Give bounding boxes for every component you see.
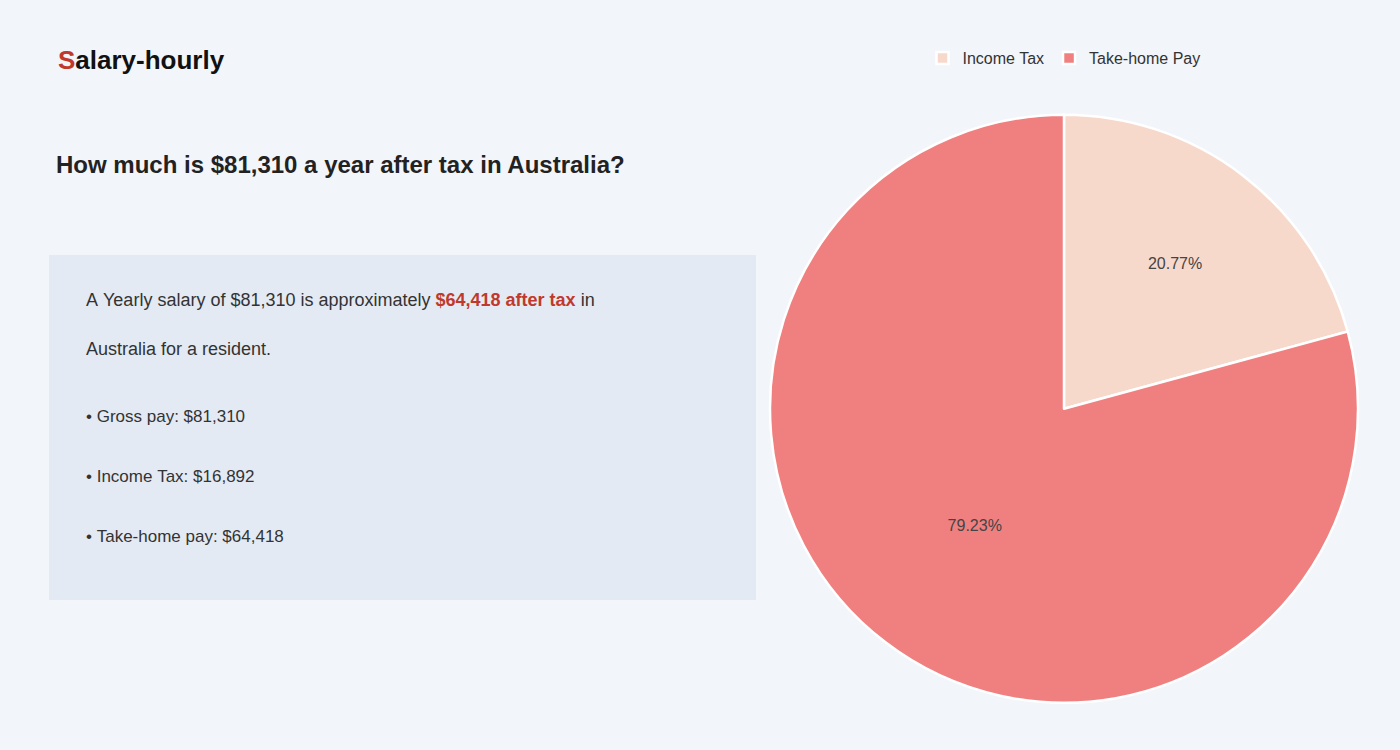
svg-text:Take-home Pay: Take-home Pay: [1089, 50, 1200, 67]
svg-text:Australia for a resident.: Australia for a resident.: [86, 339, 271, 359]
svg-text:• Income Tax: $16,892: • Income Tax: $16,892: [86, 467, 255, 486]
svg-text:20.77%: 20.77%: [1148, 255, 1202, 272]
svg-text:A Yearly salary of $81,310 is: A Yearly salary of $81,310 is approximat…: [86, 290, 595, 310]
svg-text:• Take-home pay: $64,418: • Take-home pay: $64,418: [86, 527, 284, 546]
svg-text:How much is $81,310 a year aft: How much is $81,310 a year after tax in …: [56, 151, 625, 178]
svg-text:79.23%: 79.23%: [948, 517, 1002, 534]
svg-text:Salary-hourly: Salary-hourly: [58, 45, 225, 75]
svg-text:• Gross pay: $81,310: • Gross pay: $81,310: [86, 407, 245, 426]
svg-text:Income Tax: Income Tax: [963, 50, 1045, 67]
